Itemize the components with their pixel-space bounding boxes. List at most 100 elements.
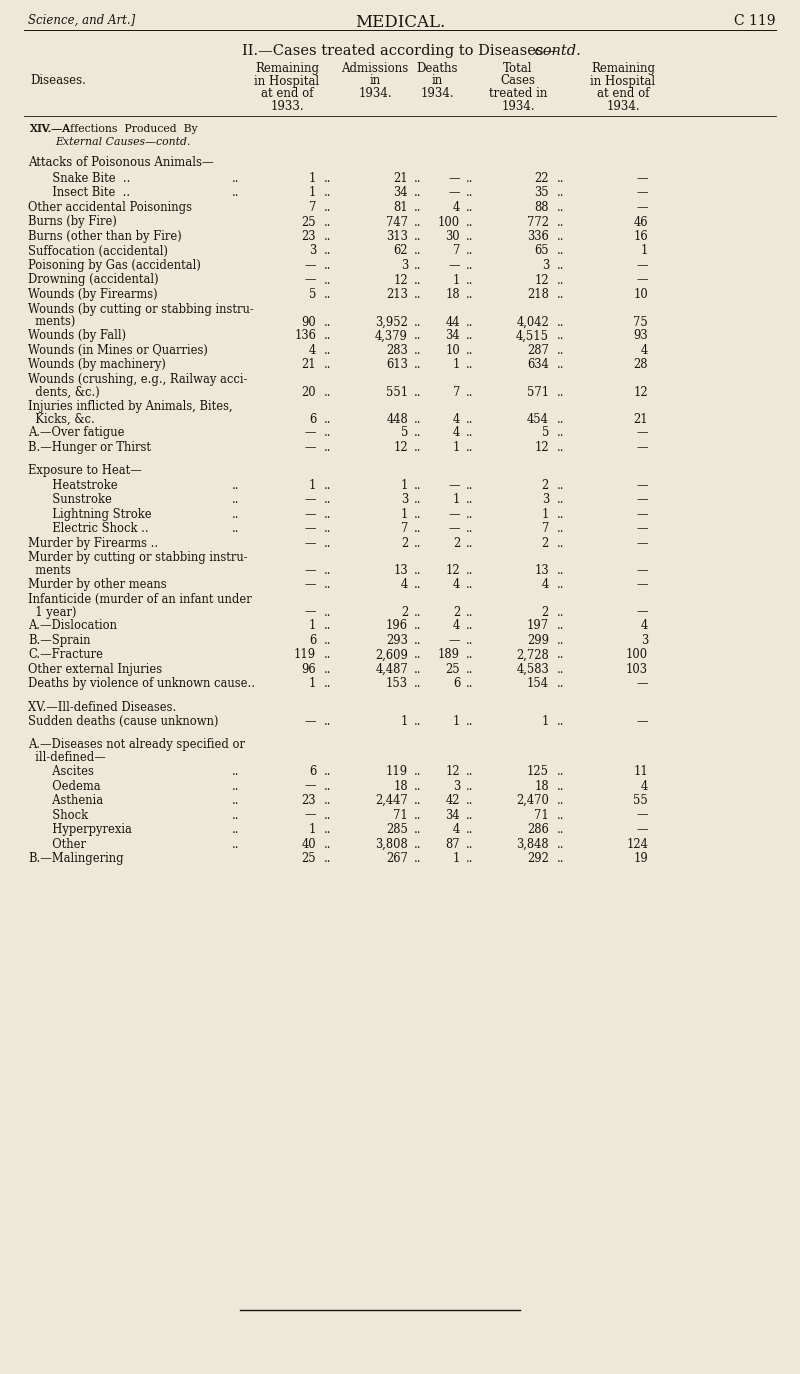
- Text: 283: 283: [386, 344, 408, 357]
- Text: ..: ..: [557, 245, 565, 257]
- Text: ..: ..: [232, 522, 239, 536]
- Text: Science, and Art.]: Science, and Art.]: [28, 14, 135, 27]
- Text: —: —: [637, 606, 648, 618]
- Text: —: —: [637, 260, 648, 272]
- Text: ..: ..: [324, 662, 331, 676]
- Text: ..: ..: [414, 330, 422, 342]
- Text: 4,042: 4,042: [516, 316, 549, 328]
- Text: 634: 634: [527, 359, 549, 371]
- Text: 287: 287: [527, 344, 549, 357]
- Text: ..: ..: [324, 633, 331, 647]
- Text: —: —: [305, 779, 316, 793]
- Text: ..: ..: [466, 359, 474, 371]
- Text: 747: 747: [386, 216, 408, 228]
- Text: 2: 2: [542, 537, 549, 550]
- Text: —: —: [305, 493, 316, 506]
- Text: Wounds (crushing, e.g., Railway acci-: Wounds (crushing, e.g., Railway acci-: [28, 372, 247, 386]
- Text: Remaining: Remaining: [255, 62, 319, 76]
- Text: Ascites: Ascites: [45, 765, 94, 778]
- Text: ..: ..: [414, 808, 422, 822]
- Text: ..: ..: [557, 620, 565, 632]
- Text: XIV.—Affections  Produced  By: XIV.—Affections Produced By: [30, 124, 198, 135]
- Text: 2: 2: [453, 606, 460, 618]
- Text: —: —: [637, 478, 648, 492]
- Text: ..: ..: [466, 507, 474, 521]
- Text: ..: ..: [414, 245, 422, 257]
- Text: 1: 1: [453, 493, 460, 506]
- Text: Murder by other means: Murder by other means: [28, 578, 166, 591]
- Text: II.—Cases treated according to Diseases—: II.—Cases treated according to Diseases—: [242, 44, 558, 58]
- Text: ..: ..: [232, 838, 239, 851]
- Text: 12: 12: [446, 565, 460, 577]
- Text: 2,728: 2,728: [516, 649, 549, 661]
- Text: 21: 21: [302, 359, 316, 371]
- Text: Sudden deaths (cause unknown): Sudden deaths (cause unknown): [28, 714, 218, 728]
- Text: ..: ..: [232, 507, 239, 521]
- Text: ..: ..: [466, 273, 474, 287]
- Text: 71: 71: [394, 808, 408, 822]
- Text: 196: 196: [386, 620, 408, 632]
- Text: 5: 5: [542, 426, 549, 440]
- Text: 4: 4: [453, 578, 460, 591]
- Text: 1: 1: [309, 172, 316, 185]
- Text: ..: ..: [557, 823, 565, 835]
- Text: ..: ..: [414, 578, 422, 591]
- Text: 1: 1: [453, 273, 460, 287]
- Text: ..: ..: [466, 537, 474, 550]
- Text: —: —: [449, 478, 460, 492]
- Text: ..: ..: [324, 606, 331, 618]
- Text: 81: 81: [394, 201, 408, 214]
- Text: ..: ..: [557, 649, 565, 661]
- Text: ..: ..: [324, 260, 331, 272]
- Text: in Hospital: in Hospital: [254, 74, 319, 88]
- Text: 613: 613: [386, 359, 408, 371]
- Text: —: —: [637, 493, 648, 506]
- Text: —: —: [449, 187, 460, 199]
- Text: MEDICAL.: MEDICAL.: [355, 14, 445, 32]
- Text: Burns (by Fire): Burns (by Fire): [28, 216, 117, 228]
- Text: ..: ..: [232, 493, 239, 506]
- Text: ..: ..: [414, 201, 422, 214]
- Text: Wounds (by cutting or stabbing instru-: Wounds (by cutting or stabbing instru-: [28, 302, 254, 316]
- Text: 100: 100: [438, 216, 460, 228]
- Text: ..: ..: [324, 537, 331, 550]
- Text: 4: 4: [453, 426, 460, 440]
- Text: ..: ..: [466, 838, 474, 851]
- Text: 22: 22: [534, 172, 549, 185]
- Text: 13: 13: [534, 565, 549, 577]
- Text: B.—Sprain: B.—Sprain: [28, 633, 90, 647]
- Text: ..: ..: [324, 172, 331, 185]
- Text: 34: 34: [446, 808, 460, 822]
- Text: 1: 1: [453, 852, 460, 866]
- Text: Wounds (by Firearms): Wounds (by Firearms): [28, 289, 158, 301]
- Text: contd.: contd.: [220, 44, 580, 58]
- Text: ..: ..: [324, 359, 331, 371]
- Text: 154: 154: [527, 677, 549, 690]
- Text: 55: 55: [634, 794, 648, 807]
- Text: ..: ..: [557, 359, 565, 371]
- Text: ..: ..: [557, 441, 565, 453]
- Text: 6: 6: [309, 765, 316, 778]
- Text: —: —: [449, 633, 460, 647]
- Text: 5: 5: [401, 426, 408, 440]
- Text: ..: ..: [414, 565, 422, 577]
- Text: ..: ..: [414, 289, 422, 301]
- Text: 7: 7: [453, 245, 460, 257]
- Text: —: —: [637, 578, 648, 591]
- Text: 42: 42: [446, 794, 460, 807]
- Text: Other accidental Poisonings: Other accidental Poisonings: [28, 201, 192, 214]
- Text: ..: ..: [557, 838, 565, 851]
- Text: 153: 153: [386, 677, 408, 690]
- Text: 772: 772: [527, 216, 549, 228]
- Text: Poisoning by Gas (accidental): Poisoning by Gas (accidental): [28, 260, 201, 272]
- Text: 1: 1: [453, 714, 460, 728]
- Text: ..: ..: [232, 478, 239, 492]
- Text: 1934.: 1934.: [501, 99, 535, 113]
- Text: 189: 189: [438, 649, 460, 661]
- Text: ..: ..: [557, 522, 565, 536]
- Text: 4,515: 4,515: [516, 330, 549, 342]
- Text: ..: ..: [557, 426, 565, 440]
- Text: 1: 1: [309, 478, 316, 492]
- Text: 7: 7: [453, 386, 460, 398]
- Text: Wounds (in Mines or Quarries): Wounds (in Mines or Quarries): [28, 344, 208, 357]
